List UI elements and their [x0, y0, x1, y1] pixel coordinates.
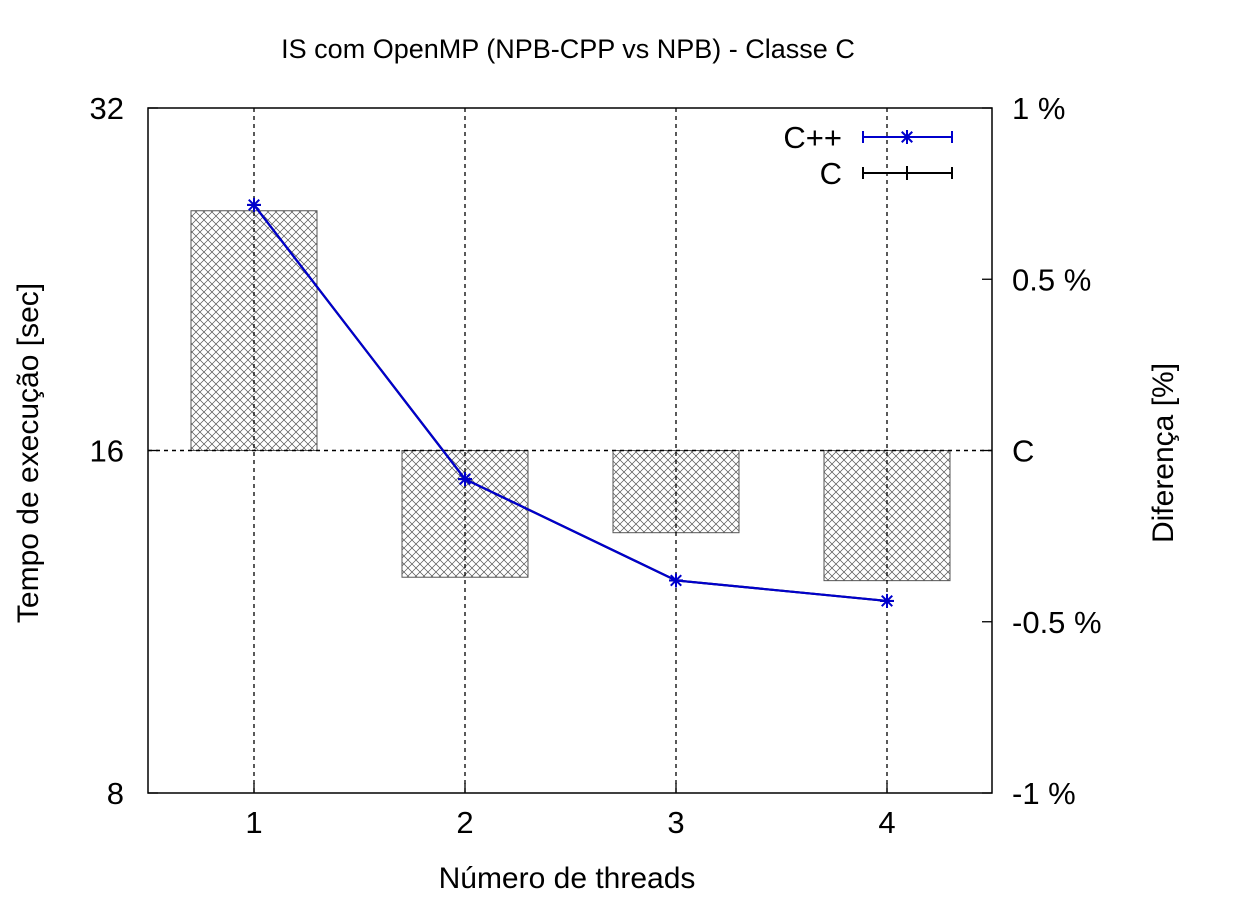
grid-lines: [253, 108, 888, 793]
data-point: [458, 472, 472, 487]
y-axis-right-ticks: 1 % 0.5 % C -0.5 % -1 %: [982, 91, 1102, 811]
marker-stroke: [248, 198, 260, 211]
series-layer: [247, 197, 894, 608]
data-point: [669, 573, 683, 588]
y-tick-label: 16: [90, 434, 124, 469]
x-tick-label: 2: [456, 805, 473, 840]
chart-title: IS com OpenMP (NPB-CPP vs NPB) - Classe …: [281, 34, 855, 64]
marker-stroke: [459, 473, 471, 486]
x-axis-label: Número de threads: [439, 862, 696, 895]
y2-tick-label: -1 %: [1012, 776, 1076, 811]
y-axis-left-ticks: 32 16 8: [90, 91, 158, 811]
marker-stroke: [901, 131, 913, 143]
diff-bar: [190, 210, 318, 451]
y2-tick-label: 1 %: [1012, 91, 1065, 126]
x-tick-label: 3: [667, 805, 684, 840]
x-axis-ticks: 1 2 3 4: [245, 783, 896, 840]
data-point: [900, 130, 914, 144]
legend: C++C: [783, 120, 953, 191]
y2-tick-label: 0.5 %: [1012, 262, 1091, 297]
marker-stroke: [881, 594, 893, 607]
legend-label: C: [820, 156, 842, 191]
series-line-c: [253, 204, 888, 603]
y2-tick-label: -0.5 %: [1012, 605, 1102, 640]
y2-axis-label: Diferença [%]: [1147, 363, 1180, 543]
y-axis-label: Tempo de execução [sec]: [12, 283, 45, 623]
x-tick-label: 1: [245, 805, 262, 840]
data-point: [247, 197, 261, 212]
series-line-cpp: [253, 204, 888, 603]
y2-tick-label: C: [1012, 434, 1034, 469]
diff-bars: [190, 210, 951, 582]
marker-stroke: [670, 574, 682, 587]
y-tick-label: 32: [90, 91, 124, 126]
data-point: [880, 593, 894, 608]
legend-label: C++: [783, 120, 842, 155]
x-tick-label: 4: [878, 805, 895, 840]
data-point: [900, 166, 914, 180]
y-tick-label: 8: [107, 776, 124, 811]
